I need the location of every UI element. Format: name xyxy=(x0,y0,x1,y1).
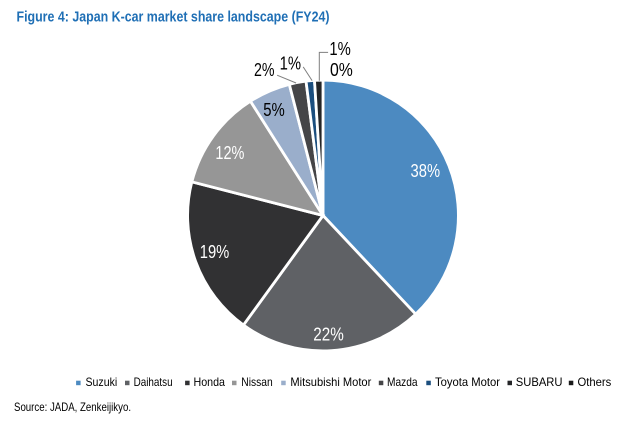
svg-text:38%: 38% xyxy=(411,161,441,181)
svg-text:5%: 5% xyxy=(263,100,285,120)
svg-text:Toyota Motor: Toyota Motor xyxy=(435,375,500,389)
svg-text:Suzuki: Suzuki xyxy=(86,375,118,389)
svg-text:22%: 22% xyxy=(313,325,344,345)
svg-text:Source: JADA, Zenkeijikyo.: Source: JADA, Zenkeijikyo. xyxy=(14,400,131,414)
svg-text:19%: 19% xyxy=(200,242,230,262)
svg-text:Honda: Honda xyxy=(194,375,226,389)
svg-text:Nissan: Nissan xyxy=(241,375,272,389)
svg-text:SUBARU: SUBARU xyxy=(516,375,563,389)
svg-text:Mazda: Mazda xyxy=(387,375,418,389)
svg-text:0%: 0% xyxy=(330,60,353,80)
svg-text:1%: 1% xyxy=(329,39,350,59)
svg-text:1%: 1% xyxy=(280,54,301,74)
svg-text:12%: 12% xyxy=(215,143,244,163)
svg-text:Daihatsu: Daihatsu xyxy=(134,375,173,389)
svg-text:Mitsubishi Motor: Mitsubishi Motor xyxy=(290,375,371,389)
svg-text:Figure 4: Japan K-car market s: Figure 4: Japan K-car market share lands… xyxy=(17,8,330,25)
svg-text:2%: 2% xyxy=(254,60,275,80)
svg-text:Others: Others xyxy=(578,375,612,389)
